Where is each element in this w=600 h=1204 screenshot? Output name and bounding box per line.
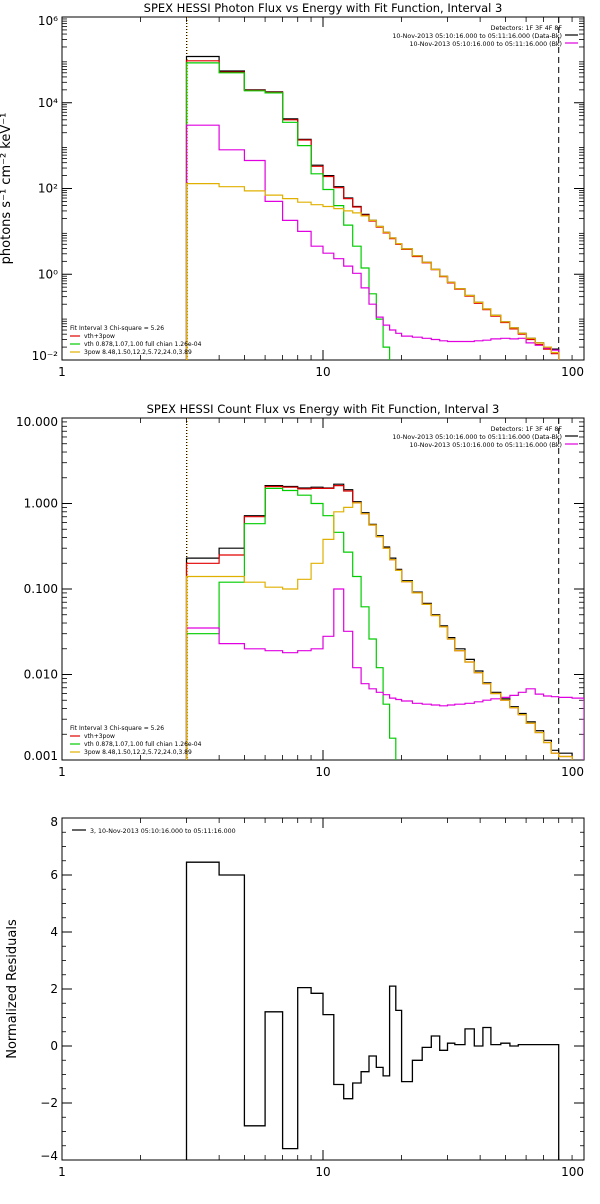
legend-entry: 10-Nov-2013 05:10:16.000 to 05:11:16.000… — [392, 434, 562, 441]
y-axis-label: photons s⁻¹ cm⁻² keV⁻¹ — [0, 113, 14, 265]
fit-legend-entry: vth 0.878,1.07,1.00 full chian 1.26e-04 — [84, 341, 202, 348]
y-tick-label: 0.001 — [24, 749, 58, 763]
legend-entry: 10-Nov-2013 05:10:16.000 to 05:11:16.000… — [409, 41, 562, 48]
chart-panel-3: Normalized Residuals 1 10 100 8 6 4 2 0 −2 −4 3, 10… — [5, 815, 585, 1179]
series-bk — [185, 124, 560, 360]
y-tick-label: 2 — [50, 982, 58, 996]
chart-panel-1: SPEX HESSI Photon Flux vs Energy with Fi… — [0, 1, 585, 379]
y-tick-label: −4 — [40, 1149, 58, 1163]
series-vth-3pow — [185, 60, 560, 360]
y-tick-label: 10.000 — [16, 415, 58, 429]
series-vth — [185, 62, 391, 360]
series-residuals — [185, 861, 560, 1160]
y-tick-label: 10² — [38, 182, 58, 196]
fit-legend-entry: Fit Interval 3 Chi-square = 5.26 — [70, 725, 164, 732]
y-tick-label: 1.000 — [24, 497, 58, 511]
series-data-bk — [185, 55, 560, 360]
y-tick-label: 10⁻² — [32, 349, 59, 363]
y-tick-label: 0.010 — [24, 668, 58, 682]
x-tick-label: 100 — [561, 765, 584, 779]
fit-legend-entry: vth 0.878,1.07,1.00 full chian 1.26e-04 — [84, 741, 202, 748]
plot-frame — [61, 817, 585, 1161]
x-tick-label: 100 — [561, 365, 584, 379]
fit-legend-entry: vth+3pow — [84, 733, 115, 740]
series-vth-3pow — [185, 485, 573, 760]
chart-panel-2: SPEX HESSI Count Flux vs Energy with Fit… — [16, 402, 585, 779]
fit-legend-entry: Fit Interval 3 Chi-square = 5.26 — [70, 325, 164, 332]
y-tick-label: 0 — [50, 1039, 58, 1053]
x-tick-label: 1 — [58, 765, 66, 779]
series-3pow — [185, 183, 560, 360]
y-axis-label: Normalized Residuals — [5, 919, 20, 1059]
x-tick-label: 1 — [58, 1165, 66, 1179]
legend-entry: 3, 10-Nov-2013 05:10:16.000 to 05:11:16.… — [90, 828, 236, 835]
series-group — [185, 55, 560, 360]
fit-legend-entry: 3pow 8.48,1.50,12.2,5.72,24.0,3.89 — [84, 349, 192, 356]
series-data-bk — [185, 483, 573, 760]
legend-entry: Detectors: 1F 3F 4F 8F — [491, 25, 563, 32]
chart-title: SPEX HESSI Photon Flux vs Energy with Fi… — [144, 1, 503, 15]
series-group — [185, 483, 584, 760]
y-tick-label: 8 — [50, 815, 58, 829]
fit-legend-entry: 3pow 8.48,1.50,12.2,5.72,24.0,3.89 — [84, 749, 192, 756]
fit-legend-entry: vth+3pow — [84, 333, 115, 340]
y-tick-label: 10⁰ — [38, 267, 58, 281]
y-tick-label: −2 — [40, 1096, 58, 1110]
series-group — [185, 861, 560, 1160]
y-tick-label: 0.100 — [24, 582, 58, 596]
x-tick-label: 100 — [561, 1165, 584, 1179]
y-tick-label: 10⁶ — [38, 14, 58, 28]
series-vth — [185, 487, 397, 760]
legend-entry: 10-Nov-2013 05:10:16.000 to 05:11:16.000… — [409, 442, 562, 449]
plot-frame — [61, 417, 585, 761]
y-tick-label: 6 — [50, 868, 58, 882]
legend-entry: Detectors: 1F 3F 4F 8F — [491, 426, 563, 433]
x-tick-label: 10 — [315, 365, 330, 379]
y-tick-label: 10⁴ — [38, 96, 58, 110]
x-tick-label: 10 — [315, 1165, 330, 1179]
y-tick-label: 4 — [50, 925, 58, 939]
legend-entry: 10-Nov-2013 05:10:16.000 to 05:11:16.000… — [392, 33, 562, 40]
series-3pow — [185, 502, 573, 760]
series-bk — [185, 588, 584, 760]
chart-title: SPEX HESSI Count Flux vs Energy with Fit… — [147, 402, 500, 416]
x-tick-label: 10 — [315, 765, 330, 779]
x-tick-label: 1 — [58, 365, 66, 379]
